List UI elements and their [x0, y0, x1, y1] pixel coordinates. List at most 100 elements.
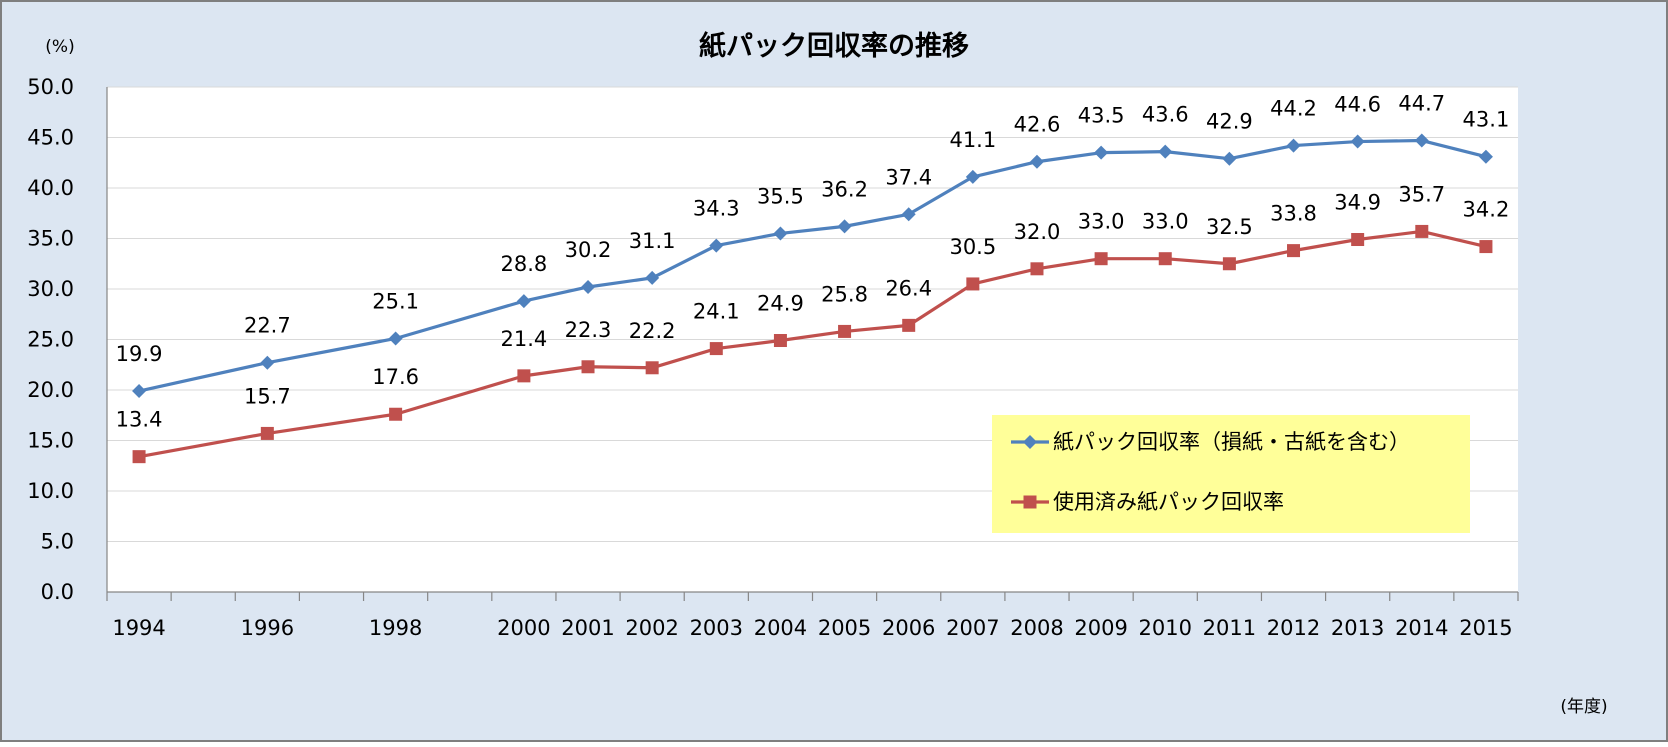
x-tick-label: 2008: [1010, 616, 1063, 640]
x-tick-label: 1996: [241, 616, 294, 640]
data-point: [1351, 233, 1365, 247]
data-point: [1222, 151, 1237, 166]
x-tick-label: 1998: [369, 616, 422, 640]
data-label: 41.1: [949, 128, 996, 152]
data-point: [645, 361, 659, 375]
x-tick-label: 2001: [561, 616, 614, 640]
x-tick-label: 2013: [1331, 616, 1384, 640]
data-point: [1094, 252, 1108, 266]
y-tick-label: 40.0: [27, 176, 74, 200]
data-label: 43.1: [1463, 108, 1510, 132]
data-point: [773, 334, 787, 348]
legend-marker: [1023, 435, 1037, 449]
data-point: [581, 360, 595, 374]
data-label: 44.6: [1334, 93, 1381, 117]
x-tick-label: 2015: [1459, 616, 1512, 640]
data-point: [1350, 134, 1365, 149]
y-tick-label: 45.0: [27, 126, 74, 150]
data-label: 26.4: [885, 276, 932, 300]
data-label: 33.0: [1142, 210, 1189, 234]
legend: 紙パック回収率（損紙・古紙を含む） 使用済み紙パック回収率: [992, 415, 1470, 533]
y-tick-label: 0.0: [41, 580, 74, 604]
x-tick-label: 2006: [882, 616, 935, 640]
series-2: [132, 224, 1493, 464]
data-point: [1158, 144, 1173, 159]
data-label: 25.1: [372, 289, 419, 313]
data-label: 15.7: [244, 384, 291, 408]
data-point: [1479, 240, 1493, 254]
data-point: [709, 342, 723, 356]
data-label: 19.9: [116, 342, 163, 366]
data-label: 25.8: [821, 282, 868, 306]
data-label: 34.2: [1463, 198, 1510, 222]
x-tick-label: 2009: [1074, 616, 1127, 640]
data-label: 43.5: [1078, 104, 1125, 128]
data-label: 32.0: [1014, 220, 1061, 244]
x-tick-label: 2012: [1267, 616, 1320, 640]
legend-item: 紙パック回収率（損紙・古紙を含む）: [1011, 430, 1410, 454]
data-point: [645, 270, 660, 285]
data-label: 34.9: [1334, 191, 1381, 215]
data-label: 35.5: [757, 184, 804, 208]
x-tick-label: 2014: [1395, 616, 1448, 640]
data-point: [1029, 154, 1044, 169]
x-tick-label: 2000: [497, 616, 550, 640]
y-tick-label: 50.0: [27, 75, 74, 99]
data-point: [1158, 252, 1172, 266]
data-point: [902, 318, 916, 332]
data-label: 24.1: [693, 300, 740, 324]
data-point: [1222, 257, 1236, 271]
x-tick-label: 2005: [818, 616, 871, 640]
x-tick-label: 2011: [1203, 616, 1256, 640]
data-label: 28.8: [501, 252, 548, 276]
y-tick-label: 10.0: [27, 479, 74, 503]
data-point: [581, 279, 596, 294]
x-axis-unit-label: (年度): [1560, 697, 1607, 717]
data-label: 32.5: [1206, 215, 1253, 239]
y-tick-label: 25.0: [27, 328, 74, 352]
legend-item: 使用済み紙パック回収率: [1011, 490, 1284, 514]
x-tick-label: 2004: [754, 616, 807, 640]
y-tick-label: 5.0: [41, 530, 74, 554]
legend-label: 使用済み紙パック回収率: [1053, 490, 1284, 514]
data-point: [709, 238, 724, 253]
x-tick-label: 2007: [946, 616, 999, 640]
y-axis-unit-label: (%): [45, 37, 74, 57]
data-label: 24.9: [757, 292, 804, 316]
data-point: [837, 219, 852, 234]
data-label: 33.0: [1078, 210, 1125, 234]
y-tick-label: 20.0: [27, 378, 74, 402]
data-point: [389, 407, 403, 421]
series-1: [132, 133, 1493, 399]
x-tick-label: 2002: [625, 616, 678, 640]
data-label: 30.5: [949, 235, 996, 259]
data-point: [260, 426, 274, 440]
data-label: 44.2: [1270, 97, 1317, 121]
y-tick-label: 35.0: [27, 227, 74, 251]
data-point: [1286, 138, 1301, 153]
data-label: 22.2: [629, 319, 676, 343]
data-point: [260, 355, 275, 370]
data-point: [1287, 244, 1301, 258]
x-tick-label: 2003: [690, 616, 743, 640]
data-point: [1030, 262, 1044, 276]
data-label: 33.8: [1270, 202, 1317, 226]
data-label: 42.6: [1014, 113, 1061, 137]
data-point: [132, 450, 146, 464]
data-label: 35.7: [1398, 182, 1445, 206]
axes: 0.0 5.0 10.0 15.0 20.0 25.0 30.0 35.0 40.0 45.0 50…: [27, 75, 1519, 640]
y-tick-label: 30.0: [27, 277, 74, 301]
data-point: [1415, 224, 1429, 238]
data-point: [388, 331, 403, 346]
data-label: 13.4: [116, 408, 163, 432]
y-tick-label: 15.0: [27, 429, 74, 453]
legend-marker: [1023, 495, 1037, 509]
data-label: 44.7: [1398, 92, 1445, 116]
data-label: 42.9: [1206, 110, 1253, 134]
data-label: 17.6: [372, 365, 419, 389]
data-point: [1094, 145, 1109, 160]
data-point: [1414, 133, 1429, 148]
data-label: 36.2: [821, 177, 868, 201]
